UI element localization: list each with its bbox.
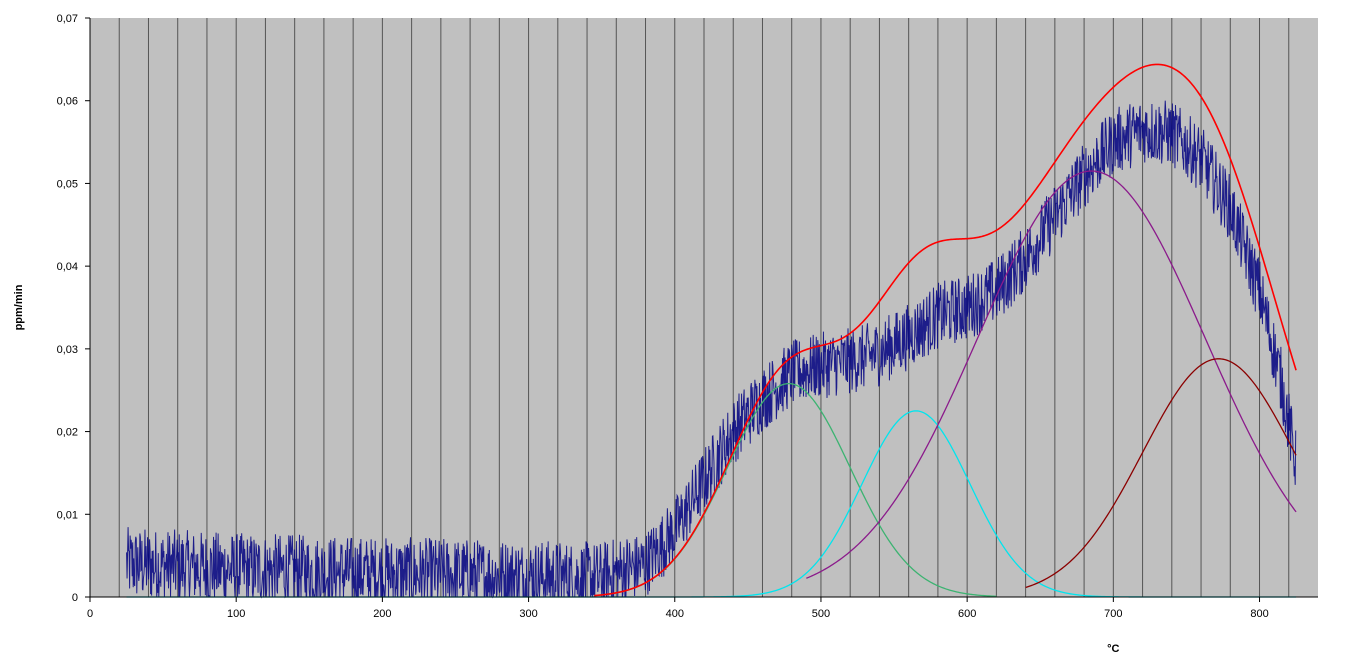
y-tick-label: 0,02	[57, 427, 78, 439]
grid-lines	[118, 18, 1290, 597]
y-tick-label: 0,04	[57, 261, 78, 273]
y-tick-label: 0,05	[57, 178, 78, 190]
x-tick-label: 700	[1104, 608, 1122, 620]
axes	[85, 17, 1318, 602]
x-tick-label: 200	[373, 608, 391, 620]
y-tick-label: 0,03	[57, 344, 78, 356]
x-tick-label: 400	[666, 608, 684, 620]
x-tick-label: 800	[1250, 608, 1268, 620]
x-tick-label: 300	[519, 608, 537, 620]
x-tick-label: 600	[958, 608, 976, 620]
y-tick-label: 0,06	[57, 96, 78, 108]
tick-labels: 0 100 200 300 400 500 600 700 800 0 0,01 0,02 0,03 0,…	[57, 13, 1269, 620]
x-tick-label: 100	[227, 608, 245, 620]
y-axis-label: ppm/min	[13, 284, 25, 330]
fit-peak-4-line	[1025, 358, 1297, 589]
x-tick-label: 0	[87, 608, 93, 620]
y-tick-label: 0,07	[57, 13, 78, 25]
x-axis-label: °C	[1107, 643, 1119, 655]
y-tick-label: 0	[72, 592, 78, 604]
y-tick-label: 0,01	[57, 509, 78, 521]
x-tick-label: 500	[812, 608, 830, 620]
fit-sum-line	[594, 63, 1297, 597]
